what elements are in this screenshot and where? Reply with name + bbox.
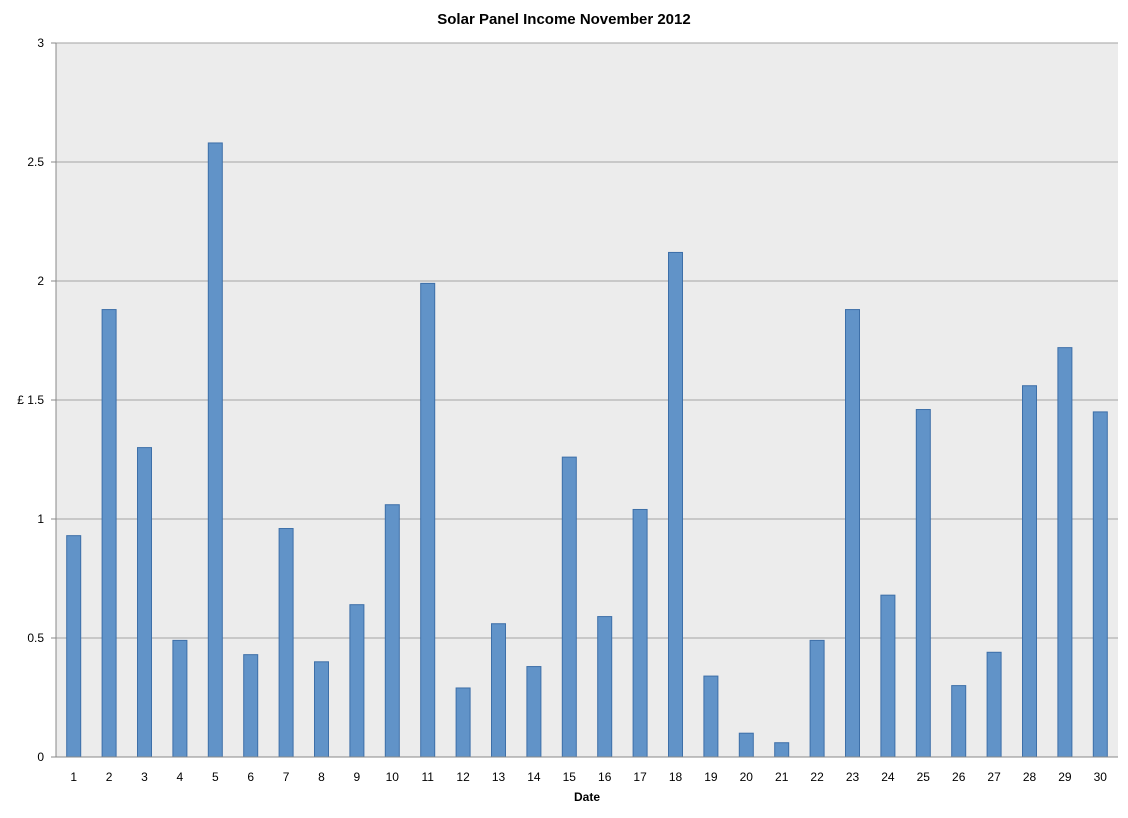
x-tick-label: 25 xyxy=(917,770,931,784)
bar-22 xyxy=(809,639,825,758)
chart-title: Solar Panel Income November 2012 xyxy=(437,11,690,28)
bar-7 xyxy=(278,528,294,758)
bar-16 xyxy=(597,616,613,758)
x-tick-label: 20 xyxy=(740,770,754,784)
y-tick-label: 2.5 xyxy=(27,155,44,169)
x-tick-label: 22 xyxy=(810,770,824,784)
x-tick-label: 18 xyxy=(669,770,683,784)
x-tick-label: 27 xyxy=(987,770,1001,784)
x-tick-label: 6 xyxy=(247,770,254,784)
x-tick-label: 23 xyxy=(846,770,860,784)
x-tick-label: 28 xyxy=(1023,770,1037,784)
x-axis-label: Date xyxy=(574,790,600,804)
y-tick-label: 2 xyxy=(37,274,44,288)
bar-6 xyxy=(243,654,259,758)
bar-11 xyxy=(420,282,436,758)
x-tick-labels: 1 2 3 4 5 6 7 8 9 10 11 12 13 14 15 16 17 18 19 20 21 22 23 24 2… xyxy=(70,770,1107,784)
x-tick-label: 2 xyxy=(106,770,113,784)
y-tick-label: 0 xyxy=(37,750,44,764)
x-tick-label: 14 xyxy=(527,770,541,784)
x-tick-label: 11 xyxy=(421,770,434,784)
x-tick-label: 17 xyxy=(633,770,647,784)
bar-24 xyxy=(880,594,896,758)
x-tick-label: 24 xyxy=(881,770,895,784)
x-tick-label: 8 xyxy=(318,770,325,784)
x-tick-label: 29 xyxy=(1058,770,1072,784)
bar-20 xyxy=(738,732,754,758)
x-tick-label: 1 xyxy=(70,770,77,784)
bar-13 xyxy=(491,623,506,758)
bars xyxy=(66,142,1108,758)
axes xyxy=(51,43,1118,758)
y-tick-labels: 0 0.5 1 £ 1.5 2 2.5 3 xyxy=(17,36,44,764)
x-tick-label: 5 xyxy=(212,770,219,784)
bar-12 xyxy=(455,687,471,758)
bar-5 xyxy=(207,142,223,758)
bar-26 xyxy=(951,685,967,758)
x-tick-label: 10 xyxy=(386,770,400,784)
x-tick-label: 30 xyxy=(1094,770,1108,784)
bar-25 xyxy=(915,409,931,758)
x-tick-label: 15 xyxy=(563,770,577,784)
bar-23 xyxy=(845,309,860,758)
bar-15 xyxy=(561,456,577,758)
bar-1 xyxy=(66,535,82,758)
gridlines xyxy=(51,42,1118,758)
bar-21 xyxy=(774,742,790,758)
x-tick-label: 7 xyxy=(283,770,290,784)
y-tick-label: 0.5 xyxy=(27,631,44,645)
bar-8 xyxy=(314,661,329,758)
x-tick-label: 9 xyxy=(354,770,361,784)
y-tick-label: 1 xyxy=(37,512,44,526)
bar-14 xyxy=(526,666,542,758)
x-tick-label: 3 xyxy=(141,770,148,784)
bar-3 xyxy=(137,447,152,758)
x-tick-label: 4 xyxy=(177,770,184,784)
y-tick-label: £ 1.5 xyxy=(17,393,44,407)
bar-17 xyxy=(632,508,648,758)
bar-18 xyxy=(668,251,683,758)
x-tick-label: 13 xyxy=(492,770,506,784)
bar-28 xyxy=(1022,385,1037,758)
bar-9 xyxy=(349,604,365,758)
x-tick-label: 19 xyxy=(704,770,718,784)
x-tick-label: 16 xyxy=(598,770,612,784)
x-tick-label: 21 xyxy=(775,770,789,784)
bar-27 xyxy=(986,651,1002,758)
x-tick-label: 26 xyxy=(952,770,966,784)
bar-4 xyxy=(172,639,188,758)
bar-10 xyxy=(384,504,400,758)
y-tick-label: 3 xyxy=(37,36,44,50)
bar-30 xyxy=(1092,411,1108,758)
bar-2 xyxy=(101,309,117,758)
x-tick-label: 12 xyxy=(456,770,470,784)
bar-29 xyxy=(1057,347,1073,758)
bar-19 xyxy=(703,675,719,758)
